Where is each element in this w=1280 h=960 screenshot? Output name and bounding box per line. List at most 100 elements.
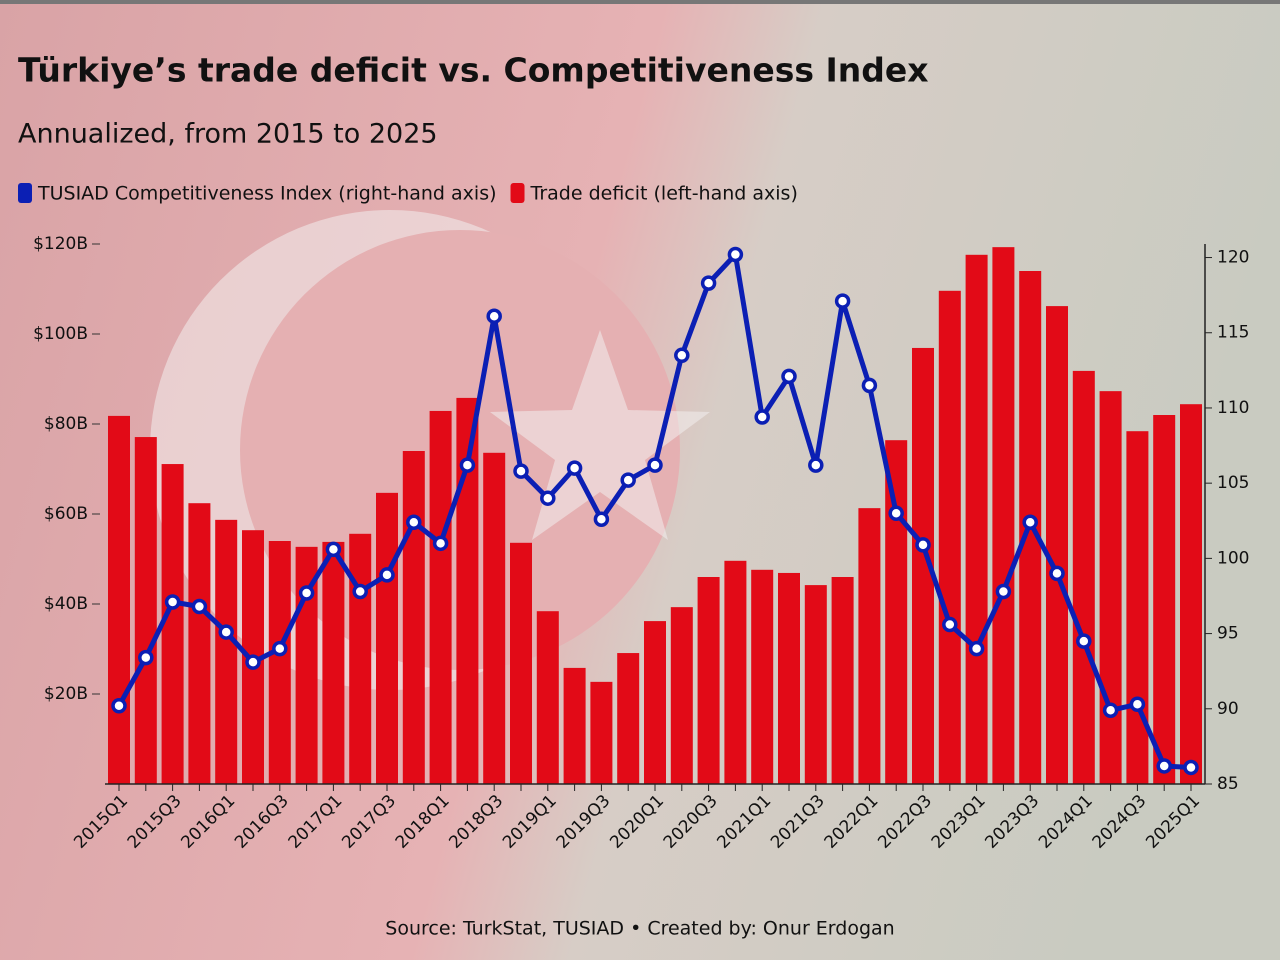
bar [965,254,988,785]
line-marker [272,640,288,657]
bar [751,569,774,784]
bar [161,464,184,784]
line-marker [379,567,395,583]
bar [349,533,372,784]
y-tick-label: $20B [44,684,88,704]
legend-swatch [510,183,525,203]
bar [456,397,479,784]
y2-tick-label: 85 [1217,774,1239,794]
legend-swatch [18,183,32,203]
y-tick-label: $60B [44,504,88,524]
legend-label: TUSIAD Competitiveness Index (right-hand… [37,183,497,205]
bar [804,585,827,784]
line-marker [995,583,1012,600]
line-marker [968,640,985,657]
line-marker [245,654,261,670]
bar [590,681,613,784]
line-marker [915,537,931,553]
bar [376,492,398,784]
line-marker [111,698,127,714]
line-marker [1156,758,1172,774]
top-border [0,0,1280,4]
bar [831,577,854,784]
line-marker [191,598,208,615]
bar [1099,391,1122,784]
line-marker [620,472,636,488]
bar [429,410,452,784]
bar [724,560,747,784]
line-marker [674,347,690,364]
chart-subtitle: Annualized, from 2015 to 2025 [18,119,438,150]
line-marker [1049,565,1065,582]
bar [912,347,934,784]
y2-tick-label: 90 [1217,699,1239,719]
legend-label: Trade deficit (left-hand axis) [530,183,798,205]
bar [697,577,720,784]
y-tick-label: $120B [33,234,88,254]
line-marker [1076,633,1092,649]
line-marker [352,583,368,600]
line-marker [593,511,610,528]
y-tick-label: $40B [44,594,88,614]
line-marker [754,409,770,425]
bar [1153,415,1176,784]
line-marker [808,457,824,473]
line-marker [1022,514,1038,531]
line-marker [888,505,904,521]
bar [992,247,1015,784]
line-marker [1129,696,1146,713]
bar [536,611,559,784]
chart-title: Türkiye’s trade deficit vs. Competitiven… [18,51,929,90]
line-marker [700,275,717,291]
star [490,330,710,540]
line-marker [432,535,449,552]
y2-tick-label: 100 [1217,548,1249,568]
line-marker [325,541,342,558]
bar [644,621,666,784]
bar [215,519,238,784]
line-marker [861,377,878,394]
line-marker [781,368,797,385]
y2-tick-label: 105 [1217,473,1249,493]
line-marker [218,624,234,640]
line-marker [486,308,502,324]
y2-tick-label: 110 [1217,398,1249,418]
bar [1072,370,1095,784]
bar [885,440,908,784]
line-marker [1102,702,1119,719]
bar [1180,404,1202,784]
line-marker [138,649,154,666]
line-marker [298,585,315,601]
bar [617,653,640,784]
bar [1046,306,1068,784]
bar [858,508,881,784]
bar [670,607,693,784]
bar [268,541,291,784]
source: Source: TurkStat, TUSIAD • Created by: O… [385,918,894,940]
bar [563,667,586,784]
bar [134,437,157,784]
y2-tick-label: 95 [1217,624,1239,644]
bar [1126,431,1149,784]
bar [402,451,425,784]
bar [510,542,532,784]
bar [108,415,130,784]
y2-tick-label: 120 [1217,248,1249,268]
line-marker [513,463,529,479]
line-marker [942,616,958,633]
line-marker [406,514,422,531]
line-marker [540,490,556,506]
bar [483,452,506,784]
line-marker [459,457,476,473]
bar [778,572,800,784]
bar [938,290,961,784]
y-tick-label: $80B [44,414,88,434]
line-marker [727,246,744,263]
line-marker [164,594,181,610]
line-marker [834,293,851,309]
y-tick-label: $100B [33,324,88,344]
line-marker [566,460,583,476]
bar [322,541,345,784]
line-marker [1183,759,1199,776]
